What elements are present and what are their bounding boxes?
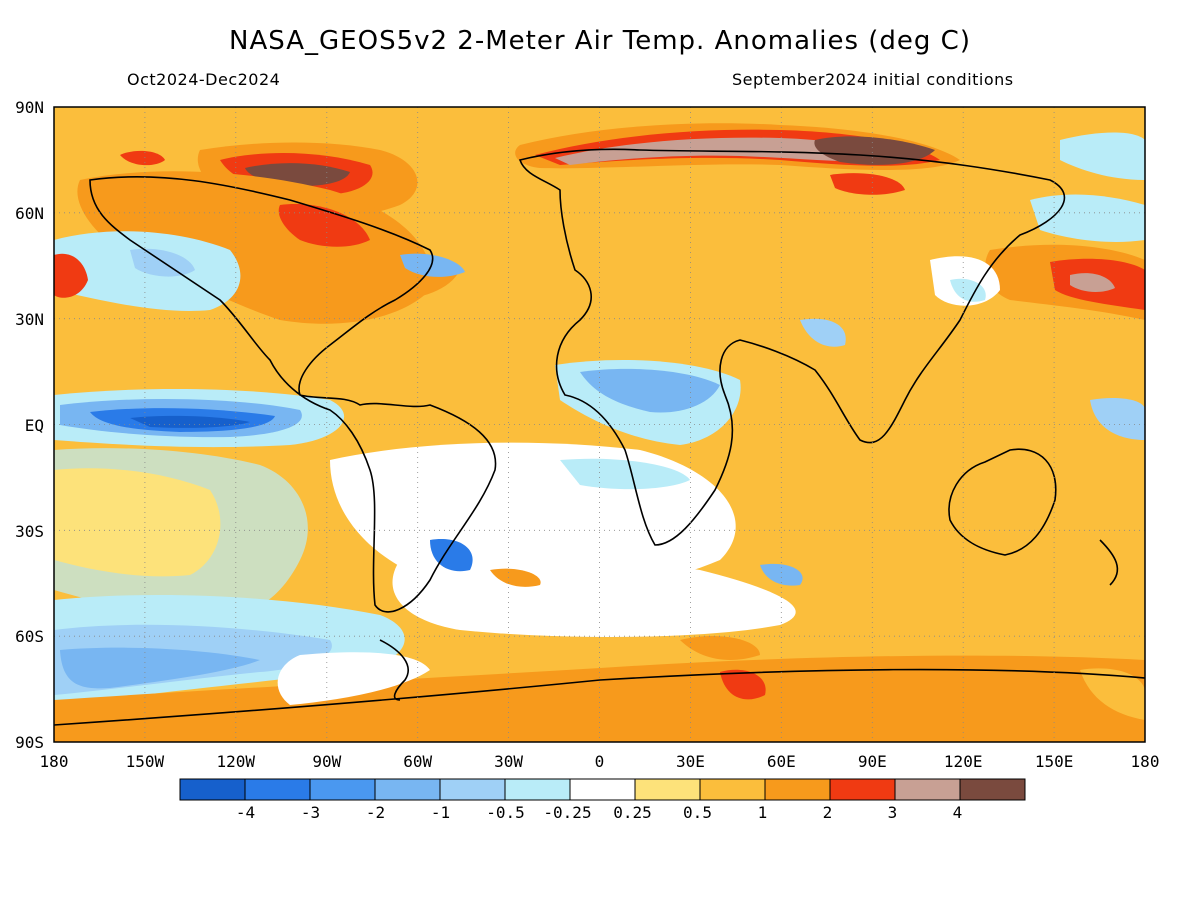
- lat-label: 60N: [15, 204, 44, 223]
- colorbar-swatch: [569, 778, 636, 801]
- colorbar-swatch: [439, 778, 506, 801]
- lon-label: 90E: [858, 752, 887, 771]
- colorbar-swatch: [309, 778, 376, 801]
- coastlines: [54, 148, 1145, 726]
- lat-label: 60S: [15, 627, 44, 646]
- colorbar-label: -0.5: [486, 803, 525, 822]
- colorbar: -4 -3 -2 -1 -0.5 -0.25 0.25 0.5 1 2 3 4: [179, 778, 1026, 822]
- colorbar-label: 1: [758, 803, 768, 822]
- colorbar-label: -0.25: [543, 803, 591, 822]
- lon-label: 120E: [944, 752, 983, 771]
- colorbar-swatch: [959, 778, 1026, 801]
- lon-label: 0: [595, 752, 605, 771]
- lat-label: EQ: [25, 416, 44, 435]
- colorbar-label: -1: [431, 803, 450, 822]
- colorbar-label: -3: [301, 803, 320, 822]
- colorbar-label: -4: [236, 803, 255, 822]
- map-frame: [53, 106, 1146, 743]
- colorbar-swatch: [634, 778, 701, 801]
- lon-label: 150E: [1035, 752, 1074, 771]
- colorbar-swatch: [764, 778, 831, 801]
- lon-label: 30E: [676, 752, 705, 771]
- colorbar-swatch: [504, 778, 571, 801]
- lon-label: 180: [40, 752, 69, 771]
- colorbar-swatch: [374, 778, 441, 801]
- colorbar-label: 3: [888, 803, 898, 822]
- colorbar-swatch: [829, 778, 896, 801]
- colorbar-label: 0.25: [613, 803, 652, 822]
- map-title: NASA_GEOS5v2 2-Meter Air Temp. Anomalies…: [229, 26, 971, 56]
- colorbar-swatches: [179, 778, 1026, 801]
- lat-label: 30S: [15, 522, 44, 541]
- lon-label: 30W: [494, 752, 523, 771]
- lat-label: 90S: [15, 733, 44, 752]
- colorbar-swatch: [244, 778, 311, 801]
- graticule: [54, 107, 1145, 742]
- colorbar-swatch: [894, 778, 961, 801]
- lat-label: 90N: [15, 98, 44, 117]
- colorbar-labels: -4 -3 -2 -1 -0.5 -0.25 0.25 0.5 1 2 3 4: [236, 803, 962, 822]
- lon-label: 120W: [217, 752, 256, 771]
- colorbar-label: -2: [366, 803, 385, 822]
- lon-label: 150W: [126, 752, 165, 771]
- lat-label: 30N: [15, 310, 44, 329]
- lon-label: 90W: [312, 752, 341, 771]
- colorbar-label: 2: [823, 803, 833, 822]
- forecast-period: Oct2024-Dec2024: [127, 70, 281, 89]
- latitude-labels: 90N 60N 30N EQ 30S 60S 90S: [15, 98, 44, 752]
- colorbar-swatch: [699, 778, 766, 801]
- colorbar-label: 4: [953, 803, 963, 822]
- colorbar-label: 0.5: [683, 803, 712, 822]
- lon-label: 60W: [403, 752, 432, 771]
- longitude-labels: 180 150W 120W 90W 60W 30W 0 30E 60E 90E …: [40, 752, 1160, 771]
- lon-label: 180: [1131, 752, 1160, 771]
- colorbar-swatch: [179, 778, 246, 801]
- lon-label: 60E: [767, 752, 796, 771]
- initial-conditions: September2024 initial conditions: [732, 70, 1014, 89]
